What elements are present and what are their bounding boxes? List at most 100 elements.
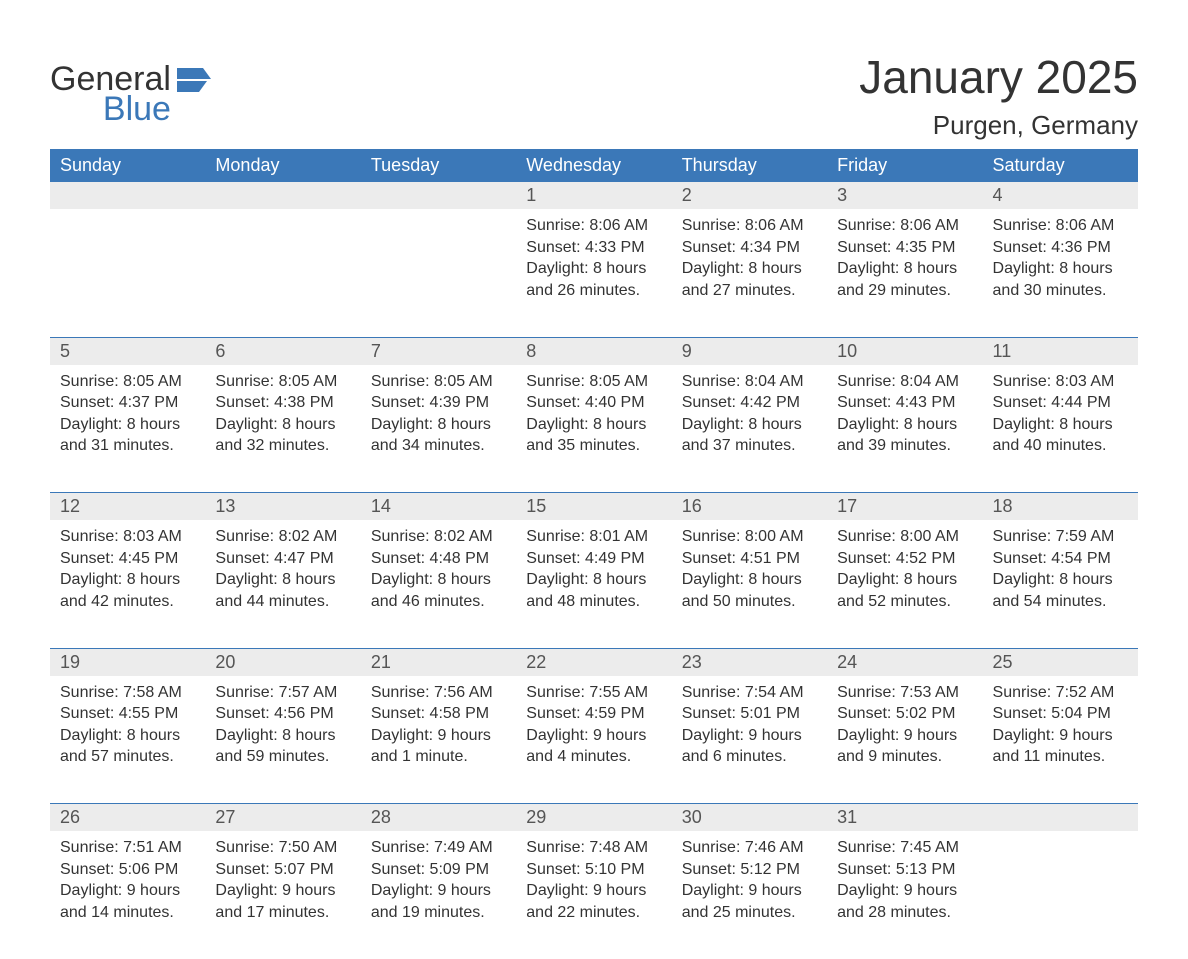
daylight-line-2: and 4 minutes.	[526, 746, 661, 768]
daylight-line-2: and 9 minutes.	[837, 746, 972, 768]
sunset-line: Sunset: 4:47 PM	[215, 548, 350, 570]
daylight-line-2: and 42 minutes.	[60, 591, 195, 613]
daylight-line-2: and 6 minutes.	[682, 746, 817, 768]
daylight-line-2: and 46 minutes.	[371, 591, 506, 613]
daylight-line-2: and 37 minutes.	[682, 435, 817, 457]
daylight-line-2: and 35 minutes.	[526, 435, 661, 457]
sunset-line: Sunset: 4:33 PM	[526, 237, 661, 259]
sunrise-line: Sunrise: 7:57 AM	[215, 682, 350, 704]
daylight-line-1: Daylight: 8 hours	[215, 569, 350, 591]
month-title: January 2025	[859, 50, 1138, 104]
daylight-line-2: and 39 minutes.	[837, 435, 972, 457]
day-cell-body: Sunrise: 7:48 AMSunset: 5:10 PMDaylight:…	[516, 831, 671, 935]
day-cell: Sunrise: 8:06 AMSunset: 4:34 PMDaylight:…	[672, 209, 827, 337]
day-cell-body: Sunrise: 8:06 AMSunset: 4:36 PMDaylight:…	[983, 209, 1138, 313]
daylight-line-1: Daylight: 8 hours	[371, 569, 506, 591]
daylight-line-1: Daylight: 8 hours	[682, 414, 817, 436]
day-cell-body: Sunrise: 8:06 AMSunset: 4:35 PMDaylight:…	[827, 209, 982, 313]
daylight-line-2: and 19 minutes.	[371, 902, 506, 924]
day-number: 31	[827, 804, 982, 831]
sunrise-line: Sunrise: 7:49 AM	[371, 837, 506, 859]
calendar-page: General Blue January 2025 Purgen, German…	[0, 0, 1188, 918]
sunrise-line: Sunrise: 8:00 AM	[837, 526, 972, 548]
daylight-line-1: Daylight: 8 hours	[526, 414, 661, 436]
sunrise-line: Sunrise: 8:05 AM	[526, 371, 661, 393]
daylight-line-1: Daylight: 9 hours	[682, 880, 817, 902]
day-cell-body: Sunrise: 8:05 AMSunset: 4:39 PMDaylight:…	[361, 365, 516, 469]
day-number: 1	[516, 182, 671, 209]
sunset-line: Sunset: 4:55 PM	[60, 703, 195, 725]
daylight-line-2: and 50 minutes.	[682, 591, 817, 613]
day-cell-body: Sunrise: 7:53 AMSunset: 5:02 PMDaylight:…	[827, 676, 982, 780]
header: General Blue January 2025 Purgen, German…	[50, 50, 1138, 141]
day-cell: Sunrise: 7:50 AMSunset: 5:07 PMDaylight:…	[205, 831, 360, 959]
weekday-header: Wednesday	[516, 149, 671, 182]
weekday-header-row: Sunday Monday Tuesday Wednesday Thursday…	[50, 149, 1138, 182]
daylight-line-1: Daylight: 8 hours	[837, 258, 972, 280]
day-cell-body: Sunrise: 7:51 AMSunset: 5:06 PMDaylight:…	[50, 831, 205, 935]
sunset-line: Sunset: 4:39 PM	[371, 392, 506, 414]
daylight-line-1: Daylight: 8 hours	[993, 569, 1128, 591]
daylight-line-1: Daylight: 8 hours	[682, 569, 817, 591]
day-cell: Sunrise: 7:53 AMSunset: 5:02 PMDaylight:…	[827, 676, 982, 804]
sunset-line: Sunset: 5:09 PM	[371, 859, 506, 881]
day-cell-body: Sunrise: 7:57 AMSunset: 4:56 PMDaylight:…	[205, 676, 360, 780]
daylight-line-1: Daylight: 9 hours	[215, 880, 350, 902]
day-cell-body: Sunrise: 7:56 AMSunset: 4:58 PMDaylight:…	[361, 676, 516, 780]
day-cell-body: Sunrise: 8:02 AMSunset: 4:47 PMDaylight:…	[205, 520, 360, 624]
day-number: 26	[50, 804, 205, 831]
day-cell: Sunrise: 8:02 AMSunset: 4:48 PMDaylight:…	[361, 520, 516, 648]
sunrise-line: Sunrise: 7:55 AM	[526, 682, 661, 704]
day-cell: Sunrise: 7:54 AMSunset: 5:01 PMDaylight:…	[672, 676, 827, 804]
day-number: 4	[983, 182, 1138, 209]
daynum-row: 262728293031	[50, 804, 1138, 831]
sunset-line: Sunset: 4:37 PM	[60, 392, 195, 414]
day-number: 18	[983, 493, 1138, 520]
sunset-line: Sunset: 5:12 PM	[682, 859, 817, 881]
weekday-header: Saturday	[983, 149, 1138, 182]
daylight-line-1: Daylight: 8 hours	[837, 414, 972, 436]
daylight-line-2: and 1 minute.	[371, 746, 506, 768]
daylight-line-1: Daylight: 8 hours	[993, 414, 1128, 436]
sunset-line: Sunset: 4:34 PM	[682, 237, 817, 259]
day-cell: Sunrise: 7:45 AMSunset: 5:13 PMDaylight:…	[827, 831, 982, 959]
daylight-line-1: Daylight: 9 hours	[993, 725, 1128, 747]
sunset-line: Sunset: 4:43 PM	[837, 392, 972, 414]
sunrise-line: Sunrise: 8:06 AM	[837, 215, 972, 237]
sunset-line: Sunset: 4:44 PM	[993, 392, 1128, 414]
sunset-line: Sunset: 5:10 PM	[526, 859, 661, 881]
day-cell: Sunrise: 8:00 AMSunset: 4:52 PMDaylight:…	[827, 520, 982, 648]
daylight-line-1: Daylight: 9 hours	[526, 725, 661, 747]
day-cell	[361, 209, 516, 337]
daylight-line-2: and 54 minutes.	[993, 591, 1128, 613]
sunrise-line: Sunrise: 7:46 AM	[682, 837, 817, 859]
day-cell: Sunrise: 7:56 AMSunset: 4:58 PMDaylight:…	[361, 676, 516, 804]
sunrise-line: Sunrise: 8:04 AM	[837, 371, 972, 393]
day-cell: Sunrise: 7:59 AMSunset: 4:54 PMDaylight:…	[983, 520, 1138, 648]
day-cell: Sunrise: 8:05 AMSunset: 4:39 PMDaylight:…	[361, 365, 516, 493]
day-cell-body: Sunrise: 7:45 AMSunset: 5:13 PMDaylight:…	[827, 831, 982, 935]
daynum-row: 19202122232425	[50, 649, 1138, 676]
day-number	[205, 182, 360, 209]
day-number: 27	[205, 804, 360, 831]
sunset-line: Sunset: 4:48 PM	[371, 548, 506, 570]
sunset-line: Sunset: 5:06 PM	[60, 859, 195, 881]
day-cell-body: Sunrise: 7:50 AMSunset: 5:07 PMDaylight:…	[205, 831, 360, 935]
day-number: 6	[205, 338, 360, 365]
logo-text: General Blue	[50, 62, 171, 126]
day-cell: Sunrise: 8:05 AMSunset: 4:38 PMDaylight:…	[205, 365, 360, 493]
sunset-line: Sunset: 4:45 PM	[60, 548, 195, 570]
day-number: 24	[827, 649, 982, 676]
daylight-line-1: Daylight: 9 hours	[60, 880, 195, 902]
sunrise-line: Sunrise: 7:52 AM	[993, 682, 1128, 704]
sunset-line: Sunset: 4:51 PM	[682, 548, 817, 570]
sunset-line: Sunset: 4:56 PM	[215, 703, 350, 725]
day-cell: Sunrise: 7:51 AMSunset: 5:06 PMDaylight:…	[50, 831, 205, 959]
sunset-line: Sunset: 4:40 PM	[526, 392, 661, 414]
day-cell-body: Sunrise: 8:04 AMSunset: 4:42 PMDaylight:…	[672, 365, 827, 469]
day-cell-body: Sunrise: 8:00 AMSunset: 4:52 PMDaylight:…	[827, 520, 982, 624]
week-row: Sunrise: 8:06 AM Sunset: 4:33 PM Daylight:…	[50, 209, 1138, 337]
daylight-line-1: Daylight: 8 hours	[682, 258, 817, 280]
day-cell	[983, 831, 1138, 959]
day-number	[983, 804, 1138, 831]
